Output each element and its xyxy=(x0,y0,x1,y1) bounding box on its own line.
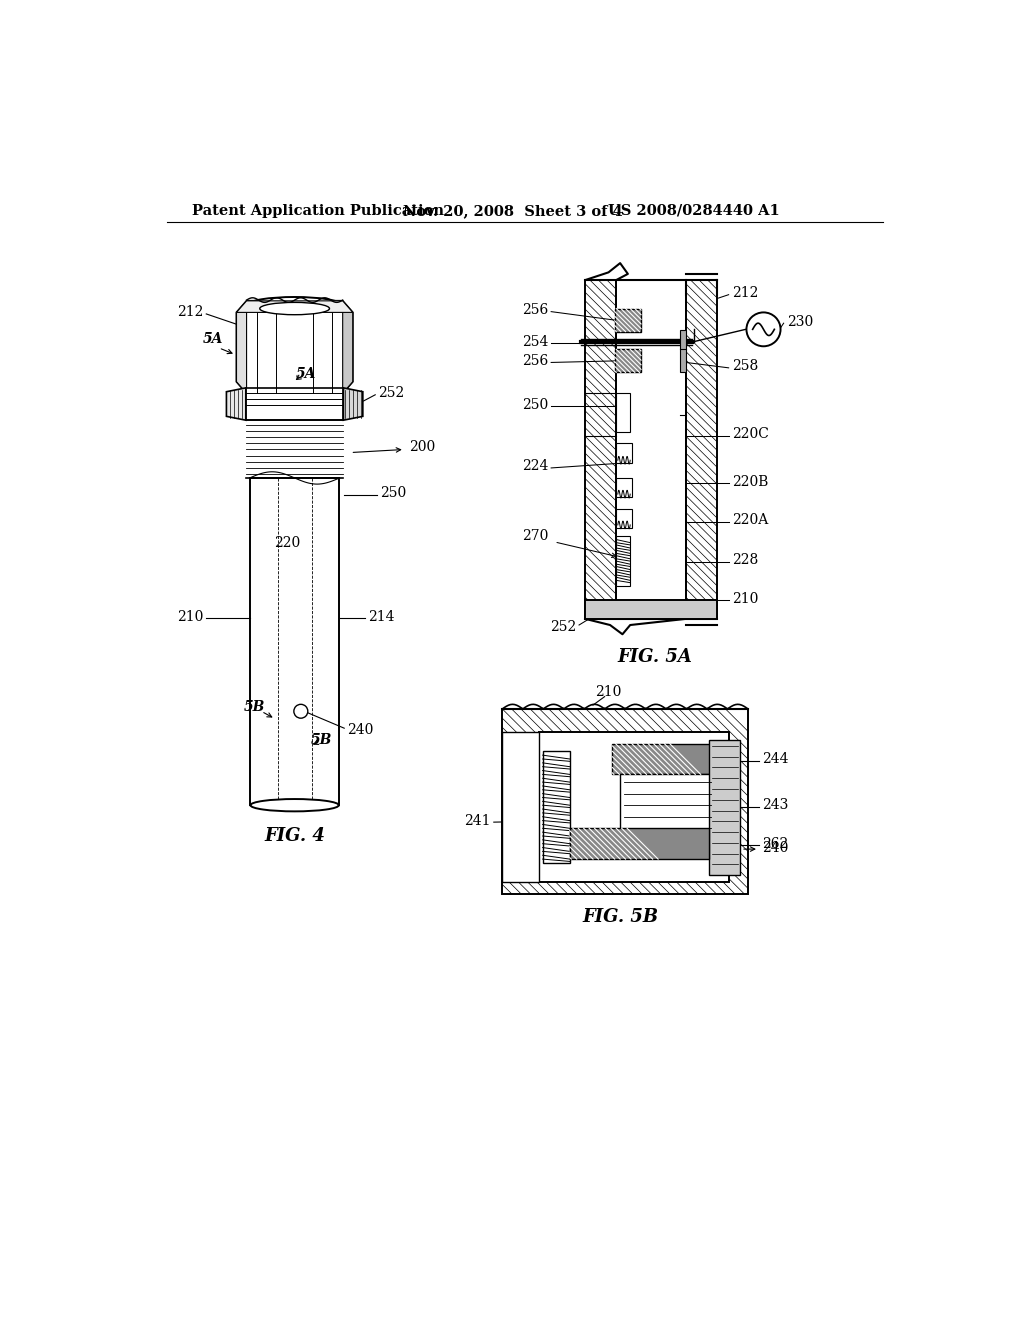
Text: 262: 262 xyxy=(762,837,788,850)
Text: US 2008/0284440 A1: US 2008/0284440 A1 xyxy=(608,203,780,218)
Bar xyxy=(246,388,343,420)
Text: 256: 256 xyxy=(522,354,548,368)
Ellipse shape xyxy=(251,799,339,812)
Text: 230: 230 xyxy=(786,314,813,329)
Text: 270: 270 xyxy=(521,529,548,543)
Text: 252: 252 xyxy=(550,619,575,634)
Text: 254: 254 xyxy=(521,335,548,348)
Text: 241: 241 xyxy=(464,813,490,828)
Text: 250: 250 xyxy=(522,397,548,412)
Polygon shape xyxy=(226,388,246,420)
Polygon shape xyxy=(237,301,352,393)
Text: 214: 214 xyxy=(369,610,394,623)
Text: Nov. 20, 2008  Sheet 3 of 4: Nov. 20, 2008 Sheet 3 of 4 xyxy=(403,203,623,218)
Bar xyxy=(616,478,632,498)
Text: FIG. 5B: FIG. 5B xyxy=(582,908,658,925)
Text: 212: 212 xyxy=(177,305,203,319)
Bar xyxy=(616,536,630,586)
Text: 5B: 5B xyxy=(244,700,265,714)
Text: 258: 258 xyxy=(732,359,759,374)
Text: 210: 210 xyxy=(595,685,622,700)
Bar xyxy=(680,330,686,372)
Bar xyxy=(503,709,748,894)
Polygon shape xyxy=(237,301,352,313)
Bar xyxy=(614,309,641,331)
Bar xyxy=(569,829,710,859)
Bar xyxy=(614,350,641,372)
Polygon shape xyxy=(343,388,362,420)
Text: FIG. 5A: FIG. 5A xyxy=(617,648,692,667)
Bar xyxy=(586,599,717,619)
Text: 244: 244 xyxy=(762,752,788,766)
Text: 220: 220 xyxy=(273,536,300,550)
Text: 212: 212 xyxy=(732,286,759,300)
Text: 256: 256 xyxy=(522,304,548,317)
Text: 210: 210 xyxy=(177,610,203,623)
Text: 240: 240 xyxy=(762,841,788,854)
Text: FIG. 4: FIG. 4 xyxy=(264,828,325,845)
Text: 210: 210 xyxy=(732,591,759,606)
Text: 224: 224 xyxy=(521,459,548,474)
Text: 243: 243 xyxy=(762,799,788,812)
Ellipse shape xyxy=(248,297,341,313)
Bar xyxy=(612,743,722,775)
Bar xyxy=(616,393,630,432)
Bar xyxy=(710,739,740,875)
Text: 228: 228 xyxy=(732,553,759,568)
Bar xyxy=(616,508,632,528)
Text: Patent Application Publication: Patent Application Publication xyxy=(193,203,444,218)
Polygon shape xyxy=(343,309,352,393)
Text: 240: 240 xyxy=(347,723,374,737)
Bar xyxy=(251,478,339,805)
Bar xyxy=(621,775,715,836)
Text: 5A: 5A xyxy=(296,367,316,381)
Text: 220C: 220C xyxy=(732,428,769,441)
Text: 5B: 5B xyxy=(311,733,333,747)
Bar xyxy=(539,733,729,882)
Polygon shape xyxy=(237,309,247,393)
Bar xyxy=(616,444,632,462)
Bar xyxy=(686,280,717,619)
Text: 5A: 5A xyxy=(203,333,223,346)
Text: 252: 252 xyxy=(378,387,404,400)
Bar xyxy=(543,751,569,863)
Text: 220A: 220A xyxy=(732,513,769,527)
Bar xyxy=(586,280,616,619)
Bar xyxy=(503,733,539,882)
Text: 200: 200 xyxy=(410,440,435,454)
Text: 220B: 220B xyxy=(732,475,769,488)
Ellipse shape xyxy=(260,302,330,314)
Text: 250: 250 xyxy=(380,486,407,500)
